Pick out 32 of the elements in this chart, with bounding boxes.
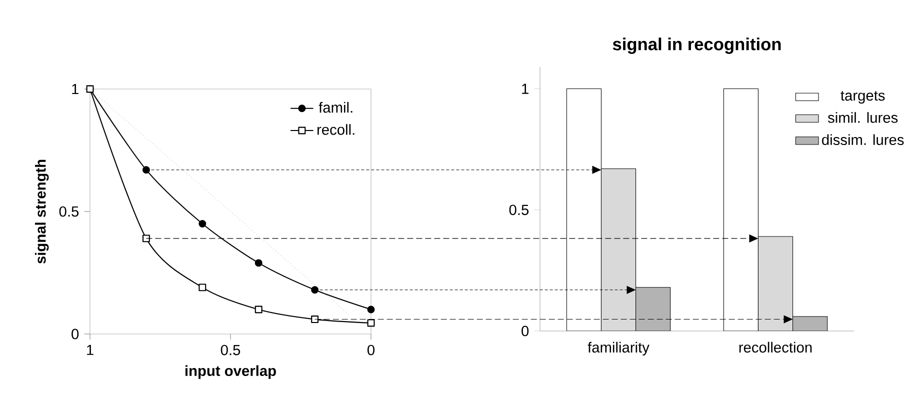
y-tick-label: 0.5: [509, 204, 529, 216]
x-tick-label: 1: [87, 344, 94, 355]
y-tick-label: 0: [72, 328, 79, 340]
x-tick-label: 0: [367, 344, 374, 356]
point: [367, 319, 375, 327]
bar: [600, 168, 636, 331]
y-tick-label: 0: [522, 326, 529, 336]
point: [142, 234, 150, 242]
point: [142, 166, 150, 174]
y-axis-title: signal strength: [35, 160, 49, 264]
x-tick-label: 0.5: [220, 344, 240, 356]
legend-label: simil. lures: [828, 112, 898, 123]
legend-label: famil.: [318, 102, 352, 113]
bar: [758, 236, 794, 331]
legend-label: targets: [840, 91, 885, 104]
x-tick-label: familiarity: [588, 342, 650, 356]
bar: [635, 287, 671, 331]
point: [198, 284, 206, 292]
legend-label: recoll.: [318, 124, 354, 135]
chart-title: signal in recognition: [612, 38, 781, 54]
point: [311, 286, 319, 294]
point: [198, 220, 206, 228]
x-axis-title: input overlap: [185, 365, 276, 379]
point: [254, 306, 262, 314]
point: [367, 306, 375, 314]
y-tick-label: 1: [522, 84, 528, 94]
x-tick-label: recollection: [739, 342, 812, 353]
point: [254, 259, 262, 267]
y-tick-label: 0.5: [59, 206, 79, 217]
y-tick-label: 1: [72, 84, 78, 94]
legend-label: dissim. lures: [822, 134, 904, 146]
point: [311, 316, 319, 324]
